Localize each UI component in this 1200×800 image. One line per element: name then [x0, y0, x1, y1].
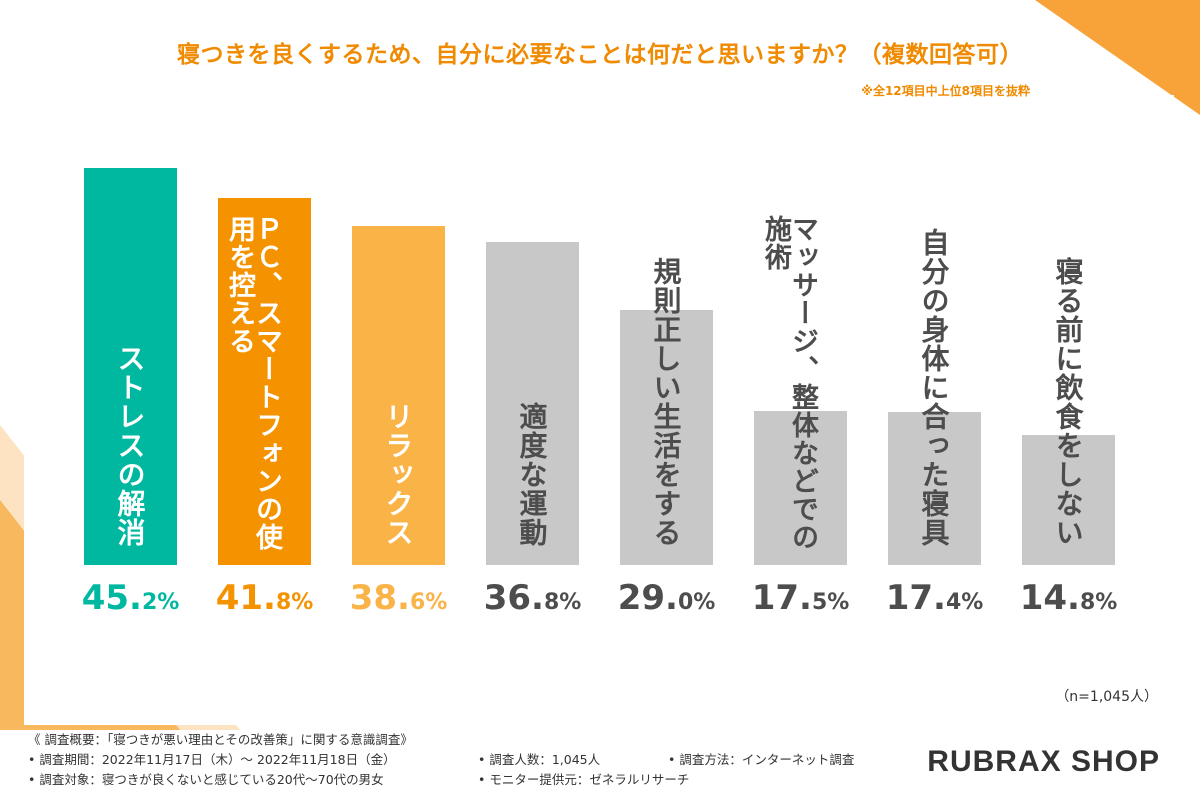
survey-target: • 調査対象：寝つきが良くないと感じている20代～70代の男女 — [28, 772, 384, 787]
value-label-6: 17.5% — [736, 578, 866, 618]
value-label-decimal-1: 2% — [141, 590, 180, 615]
bar-label-2: ＰＣ、スマートフォンの使用を控える — [224, 215, 282, 551]
chart-subnote: ※全12項目中上位8項目を抜粋 — [861, 84, 1030, 98]
value-label-8: 14.8% — [1004, 578, 1134, 618]
value-label-decimal-3: 6% — [409, 590, 448, 615]
value-label-decimal-5: 0% — [677, 590, 716, 615]
survey-row-1: • 調査期間：2022年11月17日（木）～ 2022年11月18日（金） • 調… — [28, 750, 854, 770]
value-label-4: 36.8% — [468, 578, 598, 618]
bar-3 — [352, 226, 445, 565]
bar-8 — [1022, 435, 1115, 565]
bar-2 — [218, 198, 311, 565]
value-label-main-7: 17. — [885, 578, 946, 618]
bar-7 — [888, 412, 981, 565]
value-label-main-6: 17. — [751, 578, 812, 618]
value-label-decimal-6: 5% — [811, 590, 850, 615]
value-label-1: 45.2% — [66, 578, 196, 618]
bar-label-7: 自分の身体に合った寝具 — [917, 228, 951, 547]
bar-6 — [754, 411, 847, 565]
value-label-2: 41.8% — [200, 578, 330, 618]
value-label-5: 29.0% — [602, 578, 732, 618]
sample-size-note: （n=1,045人） — [1055, 689, 1158, 705]
bar-label-6: マッサージ、整体などでの施術 — [760, 215, 818, 551]
chart-title: 寝つきを良くするため、自分に必要なことは何だと思いますか？（複数回答可） — [177, 42, 1023, 68]
survey-overview: 《 調査概要：「寝つきが悪い理由とその改善策」に関する意識調査》 — [28, 732, 413, 747]
bar-label-3: リラックス — [381, 402, 415, 547]
value-label-main-8: 14. — [1019, 578, 1080, 618]
bar-4 — [486, 242, 579, 565]
value-label-main-2: 41. — [215, 578, 276, 618]
value-label-decimal-8: 8% — [1079, 590, 1118, 615]
value-label-decimal-4: 8% — [543, 590, 582, 615]
value-label-3: 38.6% — [334, 578, 464, 618]
brand-logo: RUBRAX SHOP — [927, 745, 1160, 778]
value-label-main-3: 38. — [349, 578, 410, 618]
value-label-main-5: 29. — [617, 578, 678, 618]
survey-footer: 《 調査概要：「寝つきが悪い理由とその改善策」に関する意識調査》 • 調査期間：… — [28, 730, 854, 790]
value-label-7: 17.4% — [870, 578, 1000, 618]
chart-panel — [24, 95, 1174, 725]
bar-label-4: 適度な運動 — [515, 402, 549, 547]
bar-1 — [84, 168, 177, 565]
survey-provider: • モニター提供元：ゼネラルリサーチ — [478, 772, 690, 787]
bar-label-5: 規則正しい生活をする — [649, 257, 683, 547]
bar-5 — [620, 310, 713, 565]
bar-label-8: 寝る前に飲食をしない — [1051, 257, 1085, 547]
value-label-main-4: 36. — [483, 578, 544, 618]
survey-row-2: • 調査対象：寝つきが良くないと感じている20代～70代の男女 • モニター提供元… — [28, 770, 854, 790]
bar-label-1: ストレスの解消 — [113, 344, 147, 547]
value-label-decimal-2: 8% — [275, 590, 314, 615]
survey-method: • 調査方法：インターネット調査 — [668, 752, 855, 767]
value-label-main-1: 45. — [81, 578, 142, 618]
value-label-decimal-7: 4% — [945, 590, 984, 615]
survey-count: • 調査人数：1,045人 — [478, 752, 601, 767]
survey-period: • 調査期間：2022年11月17日（木）～ 2022年11月18日（金） — [28, 752, 396, 767]
